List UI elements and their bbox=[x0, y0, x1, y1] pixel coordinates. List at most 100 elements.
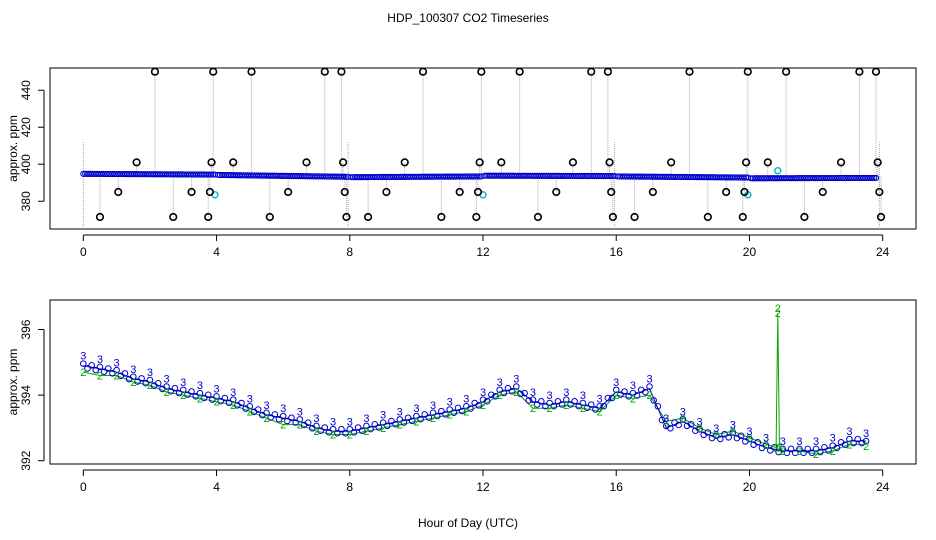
bottom-point bbox=[358, 427, 366, 435]
bottom-label-3: 3 bbox=[130, 364, 136, 376]
bottom-point bbox=[196, 389, 204, 397]
bottom-point bbox=[254, 406, 262, 413]
bottom-point bbox=[446, 406, 453, 413]
bottom-label-2: 2 bbox=[197, 393, 203, 405]
bottom-point bbox=[408, 417, 416, 425]
bottom-point bbox=[546, 399, 553, 407]
bottom-label-3: 3 bbox=[313, 413, 319, 425]
top-calibration-marker bbox=[836, 158, 846, 167]
bottom-series-line-2 bbox=[83, 313, 867, 455]
top-calibration-marker bbox=[418, 67, 428, 76]
top-baseline-point bbox=[341, 173, 348, 180]
bottom-plot-frame bbox=[49, 299, 917, 465]
bottom-point bbox=[567, 401, 574, 408]
bottom-label-3: 3 bbox=[380, 410, 386, 422]
bottom-label-3: 3 bbox=[297, 406, 303, 418]
bottom-point bbox=[400, 419, 408, 426]
top-calibration-marker bbox=[781, 67, 791, 76]
bottom-point bbox=[192, 392, 200, 400]
bottom-point bbox=[438, 407, 445, 415]
bottom-point bbox=[433, 412, 441, 420]
bottom-label-3: 3 bbox=[746, 426, 752, 438]
bottom-point bbox=[263, 409, 270, 417]
bottom-point bbox=[775, 448, 782, 456]
bottom-x-tick-label: 12 bbox=[476, 480, 490, 494]
bottom-point bbox=[154, 380, 162, 387]
bottom-point bbox=[246, 402, 254, 410]
top-calibration-marker bbox=[205, 187, 214, 197]
top-calibration-marker bbox=[608, 212, 618, 222]
bottom-point bbox=[841, 441, 849, 448]
top-calibration-marker bbox=[475, 158, 484, 167]
bottom-point bbox=[533, 401, 541, 408]
top-calibration-marker bbox=[605, 158, 614, 167]
bottom-label-2: 2 bbox=[164, 387, 170, 399]
bottom-label-2: 2 bbox=[775, 308, 781, 320]
top-x-tick-label: 0 bbox=[80, 245, 87, 259]
bottom-point bbox=[612, 386, 620, 394]
top-baseline-point bbox=[872, 174, 880, 182]
bottom-point bbox=[346, 425, 354, 433]
bottom-y-axis-label: approx. ppm bbox=[6, 349, 20, 416]
bottom-point bbox=[404, 414, 412, 422]
bottom-point bbox=[854, 435, 862, 443]
bottom-point bbox=[746, 435, 753, 443]
bottom-point bbox=[579, 399, 587, 407]
bottom-point bbox=[654, 402, 662, 410]
bottom-point bbox=[779, 445, 787, 453]
top-calibration-marker bbox=[114, 187, 123, 197]
bottom-point bbox=[542, 402, 549, 410]
bottom-point bbox=[121, 370, 129, 377]
bottom-point bbox=[633, 392, 641, 399]
bottom-label-2: 2 bbox=[147, 380, 153, 392]
bottom-point bbox=[175, 389, 183, 397]
top-baseline-point bbox=[871, 174, 878, 182]
bottom-point bbox=[571, 398, 578, 405]
bottom-point bbox=[213, 393, 220, 400]
bottom-label-3: 3 bbox=[480, 387, 486, 399]
bottom-point bbox=[100, 368, 108, 375]
bottom-label-2: 2 bbox=[430, 413, 436, 425]
bottom-label-3: 3 bbox=[547, 390, 553, 402]
top-calibration-marker bbox=[873, 158, 882, 167]
bottom-point bbox=[762, 442, 770, 449]
bottom-point bbox=[808, 449, 816, 457]
bottom-point bbox=[338, 425, 345, 433]
bottom-point bbox=[142, 379, 150, 387]
bottom-point bbox=[717, 435, 724, 443]
bottom-point bbox=[675, 421, 682, 429]
bottom-label-2: 2 bbox=[297, 420, 303, 432]
bottom-point bbox=[683, 422, 691, 430]
bottom-x-tick-label: 20 bbox=[743, 480, 757, 494]
top-calibration-marker bbox=[150, 67, 160, 76]
top-calibration-marker bbox=[763, 158, 772, 167]
bottom-point bbox=[417, 415, 424, 423]
bottom-point bbox=[812, 445, 820, 453]
bottom-point bbox=[379, 419, 387, 426]
bottom-point bbox=[554, 398, 562, 405]
bottom-point bbox=[421, 411, 429, 418]
bottom-label-3: 3 bbox=[114, 357, 120, 369]
bottom-label-3: 3 bbox=[463, 393, 469, 405]
top-calibration-marker bbox=[265, 212, 274, 222]
top-calibration-marker bbox=[568, 158, 578, 167]
bottom-label-2: 2 bbox=[846, 439, 852, 451]
top-calibration-marker bbox=[552, 187, 561, 197]
bottom-point bbox=[696, 425, 703, 433]
bottom-point bbox=[504, 384, 512, 392]
bottom-label-2: 2 bbox=[563, 400, 569, 412]
top-calibration-marker bbox=[742, 158, 751, 167]
bottom-point bbox=[392, 420, 399, 428]
bottom-point bbox=[321, 424, 329, 431]
bottom-label-3: 3 bbox=[397, 406, 403, 418]
bottom-label-3: 3 bbox=[330, 416, 336, 428]
bottom-label-3: 3 bbox=[497, 377, 503, 389]
bottom-point bbox=[725, 433, 732, 441]
bottom-label-2: 2 bbox=[580, 403, 586, 415]
bottom-point bbox=[92, 366, 100, 374]
bottom-point bbox=[521, 389, 528, 397]
bottom-y-tick-label: 396 bbox=[19, 319, 33, 339]
bottom-point bbox=[375, 424, 383, 431]
bottom-x-tick-label: 4 bbox=[213, 480, 220, 494]
top-calibration-marker bbox=[630, 212, 639, 222]
